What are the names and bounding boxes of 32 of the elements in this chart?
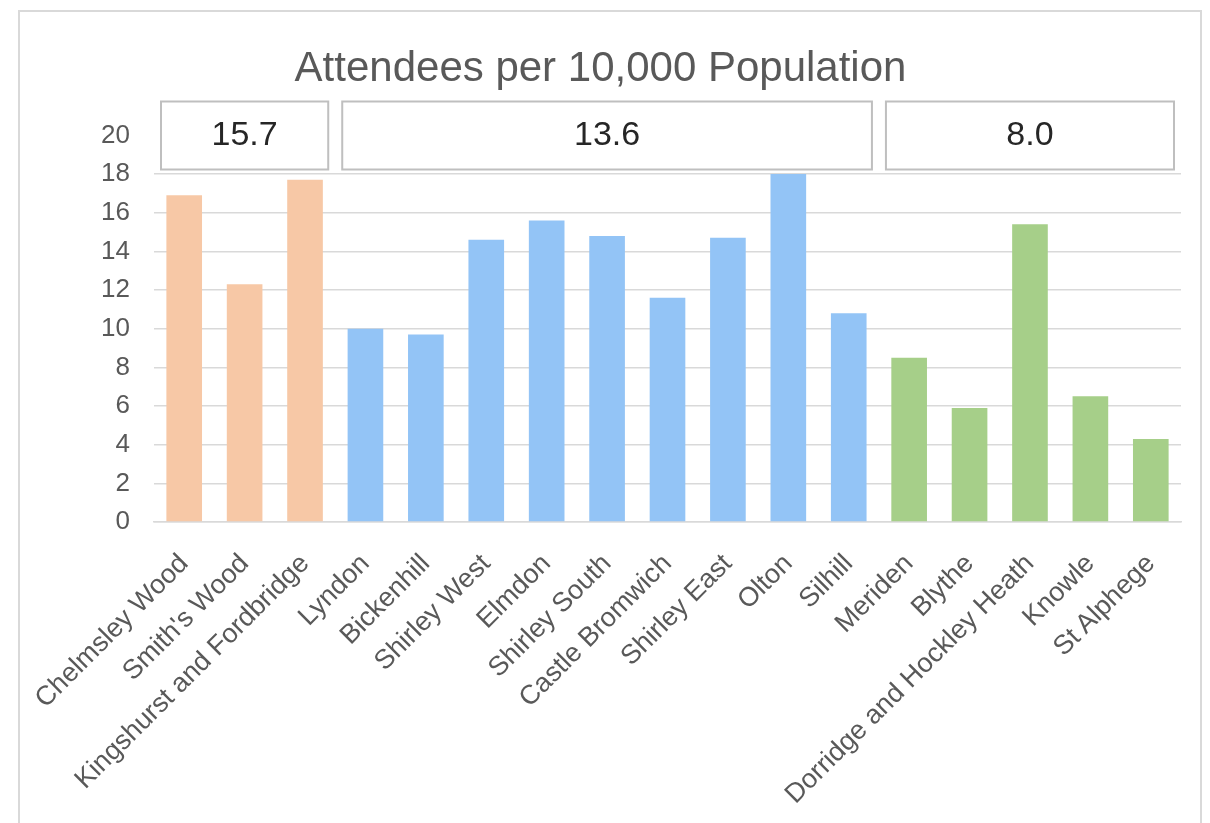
bar [770,174,807,522]
chart-title: Attendees per 10,000 Population [294,42,907,90]
y-tick-label: 6 [115,389,130,420]
bar [649,297,686,522]
y-tick-label: 14 [101,234,130,265]
bar [166,195,203,522]
bar [408,334,444,522]
y-tick-label: 18 [101,157,130,188]
bar [589,235,625,522]
bar [830,313,867,522]
y-tick-label: 4 [115,427,130,458]
y-tick-label: 12 [101,273,130,304]
y-tick-label: 8 [115,350,130,381]
y-tick-label: 16 [101,195,130,226]
bar [951,407,988,522]
y-tick-label: 0 [115,505,130,536]
bar [347,328,384,522]
y-tick-label: 20 [101,118,130,149]
bar [710,237,746,522]
bar [226,284,263,522]
y-tick-label: 2 [115,466,130,497]
bar [468,239,505,522]
annotation: 13.6 [573,113,641,152]
bar [1072,396,1109,522]
bar [891,357,927,522]
bar [1012,224,1048,522]
annotation: 8.0 [1006,113,1054,152]
annotation: 15.7 [211,113,278,152]
y-tick-label: 10 [101,311,130,342]
bar [287,179,323,522]
bar [1132,438,1169,522]
bar [528,220,565,522]
